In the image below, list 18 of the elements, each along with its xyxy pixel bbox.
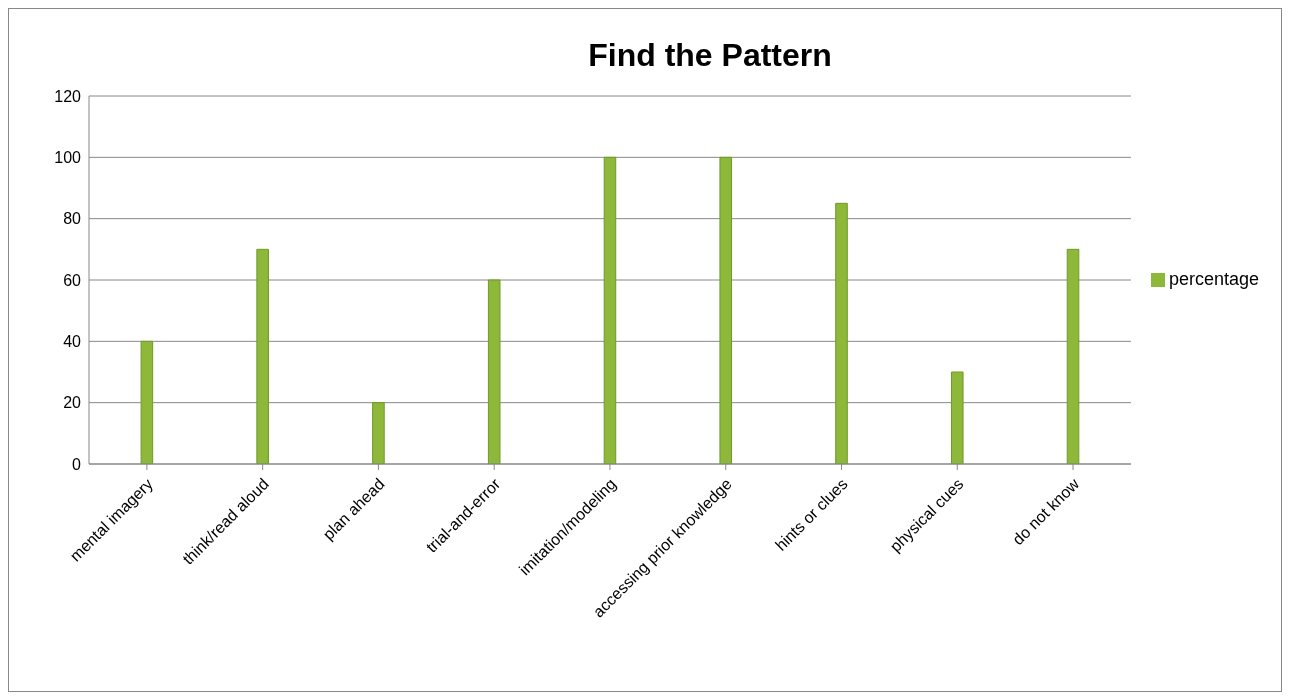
y-tick-label: 60 (63, 271, 82, 289)
y-tick-label: 20 (63, 394, 82, 412)
legend-label: percentage (1168, 268, 1259, 289)
y-tick-label: 0 (72, 455, 82, 473)
bar (1066, 248, 1080, 464)
bar (835, 202, 848, 464)
chart-title: Find the Pattern (587, 37, 833, 74)
bar (372, 402, 385, 464)
y-tick-label: 80 (63, 210, 82, 228)
bar (256, 248, 269, 464)
y-tick-label: 120 (54, 87, 82, 105)
bar (140, 340, 154, 464)
bar (603, 156, 617, 464)
bar (487, 279, 501, 464)
y-tick-label: 40 (63, 333, 82, 351)
bar (950, 371, 964, 464)
y-tick-label: 100 (54, 149, 82, 167)
bar (719, 156, 733, 464)
